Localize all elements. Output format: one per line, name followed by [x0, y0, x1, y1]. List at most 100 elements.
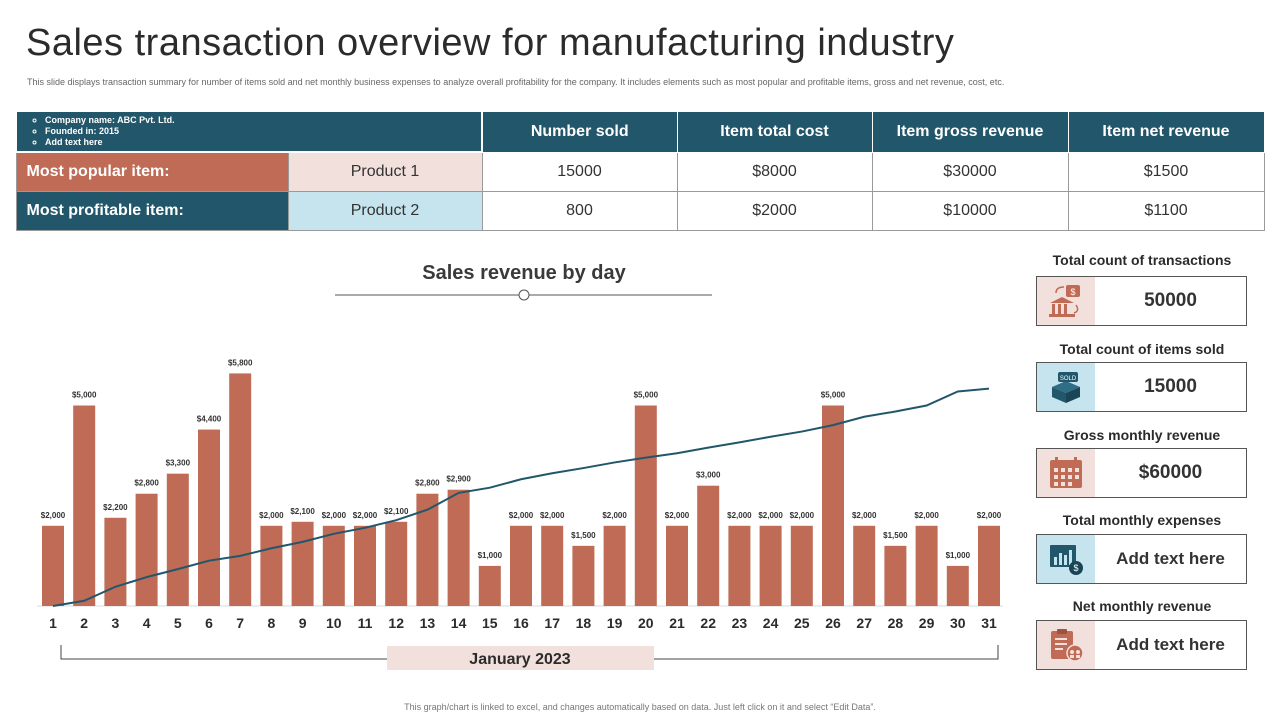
expense-chart-icon: $	[1037, 535, 1095, 583]
x-tick-8: 8	[268, 615, 276, 631]
bar-day-16	[510, 525, 532, 606]
kpi-value-transactions: 50000	[1144, 290, 1197, 311]
footer-note: This graph/chart is linked to excel, and…	[404, 702, 876, 712]
bar-day-5	[166, 473, 189, 606]
x-tick-19: 19	[607, 615, 623, 631]
kpi-box-gross-revenue: $60000	[1036, 448, 1247, 498]
bar-day-7	[229, 373, 252, 606]
company-extra: Add text here	[45, 137, 481, 148]
x-tick-24: 24	[763, 615, 779, 631]
bar-day-15	[478, 565, 501, 606]
x-tick-23: 23	[732, 615, 748, 631]
x-tick-3: 3	[112, 615, 120, 631]
bar-day-13	[416, 493, 439, 606]
bar-label-day-15: $1,000	[478, 551, 503, 560]
x-tick-21: 21	[669, 615, 685, 631]
header-item-total-cost: Item total cost	[676, 110, 873, 153]
x-tick-31: 31	[981, 615, 997, 631]
bar-label-day-18: $1,500	[571, 531, 596, 540]
bar-day-18	[572, 545, 595, 606]
page-title: Sales transaction overview for manufactu…	[26, 22, 955, 64]
x-tick-14: 14	[451, 615, 467, 631]
page-subtitle: This slide displays transaction summary …	[27, 77, 1005, 87]
bar-label-day-5: $3,300	[166, 459, 191, 468]
x-tick-13: 13	[420, 615, 436, 631]
x-tick-29: 29	[919, 615, 935, 631]
header-item-gross-revenue: Item gross revenue	[871, 110, 1069, 153]
x-tick-20: 20	[638, 615, 654, 631]
kpi-label-gross-revenue: Gross monthly revenue	[1063, 427, 1221, 443]
x-axis-label: January 2023	[469, 651, 571, 668]
bar-label-day-1: $2,000	[41, 511, 66, 520]
kpi-value-items-sold: 15000	[1144, 376, 1197, 397]
x-tick-1: 1	[49, 615, 57, 631]
bar-day-22	[697, 485, 720, 606]
kpi-box-transactions: $ 50000	[1036, 276, 1247, 326]
header-item-net-revenue: Item net revenue	[1067, 110, 1265, 153]
bar-label-day-16: $2,000	[509, 511, 534, 520]
x-tick-22: 22	[700, 615, 716, 631]
bar-day-14	[447, 489, 470, 606]
bar-label-day-11: $2,000	[353, 511, 378, 520]
bank-transfer-icon: $	[1037, 277, 1095, 325]
bar-label-day-22: $3,000	[696, 471, 721, 480]
trend-line	[52, 387, 990, 607]
bar-label-day-21: $2,000	[665, 511, 690, 520]
bar-day-21	[666, 525, 688, 606]
bar-label-day-31: $2,000	[977, 511, 1002, 520]
x-tick-18: 18	[576, 615, 592, 631]
calendar-icon	[1037, 449, 1095, 497]
bar-label-day-14: $2,900	[446, 475, 471, 484]
x-tick-15: 15	[482, 615, 498, 631]
sold-box-icon: SOLD	[1037, 363, 1095, 411]
cell-profitable-gross-revenue: $10000	[871, 191, 1069, 231]
company-info: Company name: ABC Pvt. Ltd. Founded in: …	[15, 110, 483, 153]
bar-day-3	[104, 517, 127, 606]
bar-label-day-19: $2,000	[602, 511, 627, 520]
svg-text:$: $	[1073, 563, 1078, 573]
bar-day-30	[946, 565, 969, 606]
cell-profitable-net-revenue: $1100	[1067, 191, 1265, 231]
kpi-label-items-sold: Total count of items sold	[1059, 341, 1225, 357]
x-tick-6: 6	[205, 615, 213, 631]
bar-label-day-29: $2,000	[914, 511, 939, 520]
bar-label-day-2: $5,000	[72, 391, 97, 400]
bar-label-day-17: $2,000	[540, 511, 565, 520]
kpi-label-expenses: Total monthly expenses	[1062, 512, 1222, 528]
kpi-value-expenses: Add text here	[1116, 549, 1225, 568]
bar-day-9	[291, 521, 314, 606]
x-tick-10: 10	[326, 615, 342, 631]
kpi-value-net-revenue: Add text here	[1116, 635, 1225, 654]
x-tick-2: 2	[80, 615, 88, 631]
bar-day-23	[728, 525, 751, 606]
title-divider-knob	[518, 289, 530, 301]
x-tick-25: 25	[794, 615, 810, 631]
row-label-profitable: Most profitable item:	[15, 191, 289, 231]
x-tick-5: 5	[174, 615, 182, 631]
bar-label-day-27: $2,000	[852, 511, 877, 520]
table-row-popular: Most popular item: Product 1 15000 $8000…	[15, 151, 1265, 192]
bar-day-26	[822, 405, 844, 606]
bar-day-24	[759, 525, 782, 606]
x-tick-4: 4	[143, 615, 151, 631]
bar-day-29	[915, 525, 938, 606]
bar-label-day-3: $2,200	[103, 503, 128, 512]
bar-label-day-10: $2,000	[322, 511, 347, 520]
bar-day-19	[603, 525, 626, 606]
header-number-sold: Number sold	[481, 110, 678, 153]
bar-label-day-12: $2,100	[384, 507, 409, 516]
svg-text:$: $	[1070, 287, 1075, 297]
bar-label-day-20: $5,000	[634, 391, 659, 400]
product-profitable: Product 2	[287, 191, 483, 231]
x-tick-27: 27	[856, 615, 872, 631]
bar-label-day-28: $1,500	[883, 531, 908, 540]
svg-text:SOLD: SOLD	[1060, 376, 1077, 382]
x-tick-16: 16	[513, 615, 529, 631]
bar-day-2	[73, 405, 96, 606]
sales-revenue-chart: $2,000 $5,000 $2,200 $2,800 $3,300 $4,400 $5,8…	[37, 289, 1003, 670]
x-tick-11: 11	[358, 615, 373, 631]
bar-day-8	[260, 525, 283, 606]
x-tick-30: 30	[950, 615, 966, 631]
row-label-popular: Most popular item:	[15, 151, 289, 192]
bar-day-28	[884, 545, 907, 606]
